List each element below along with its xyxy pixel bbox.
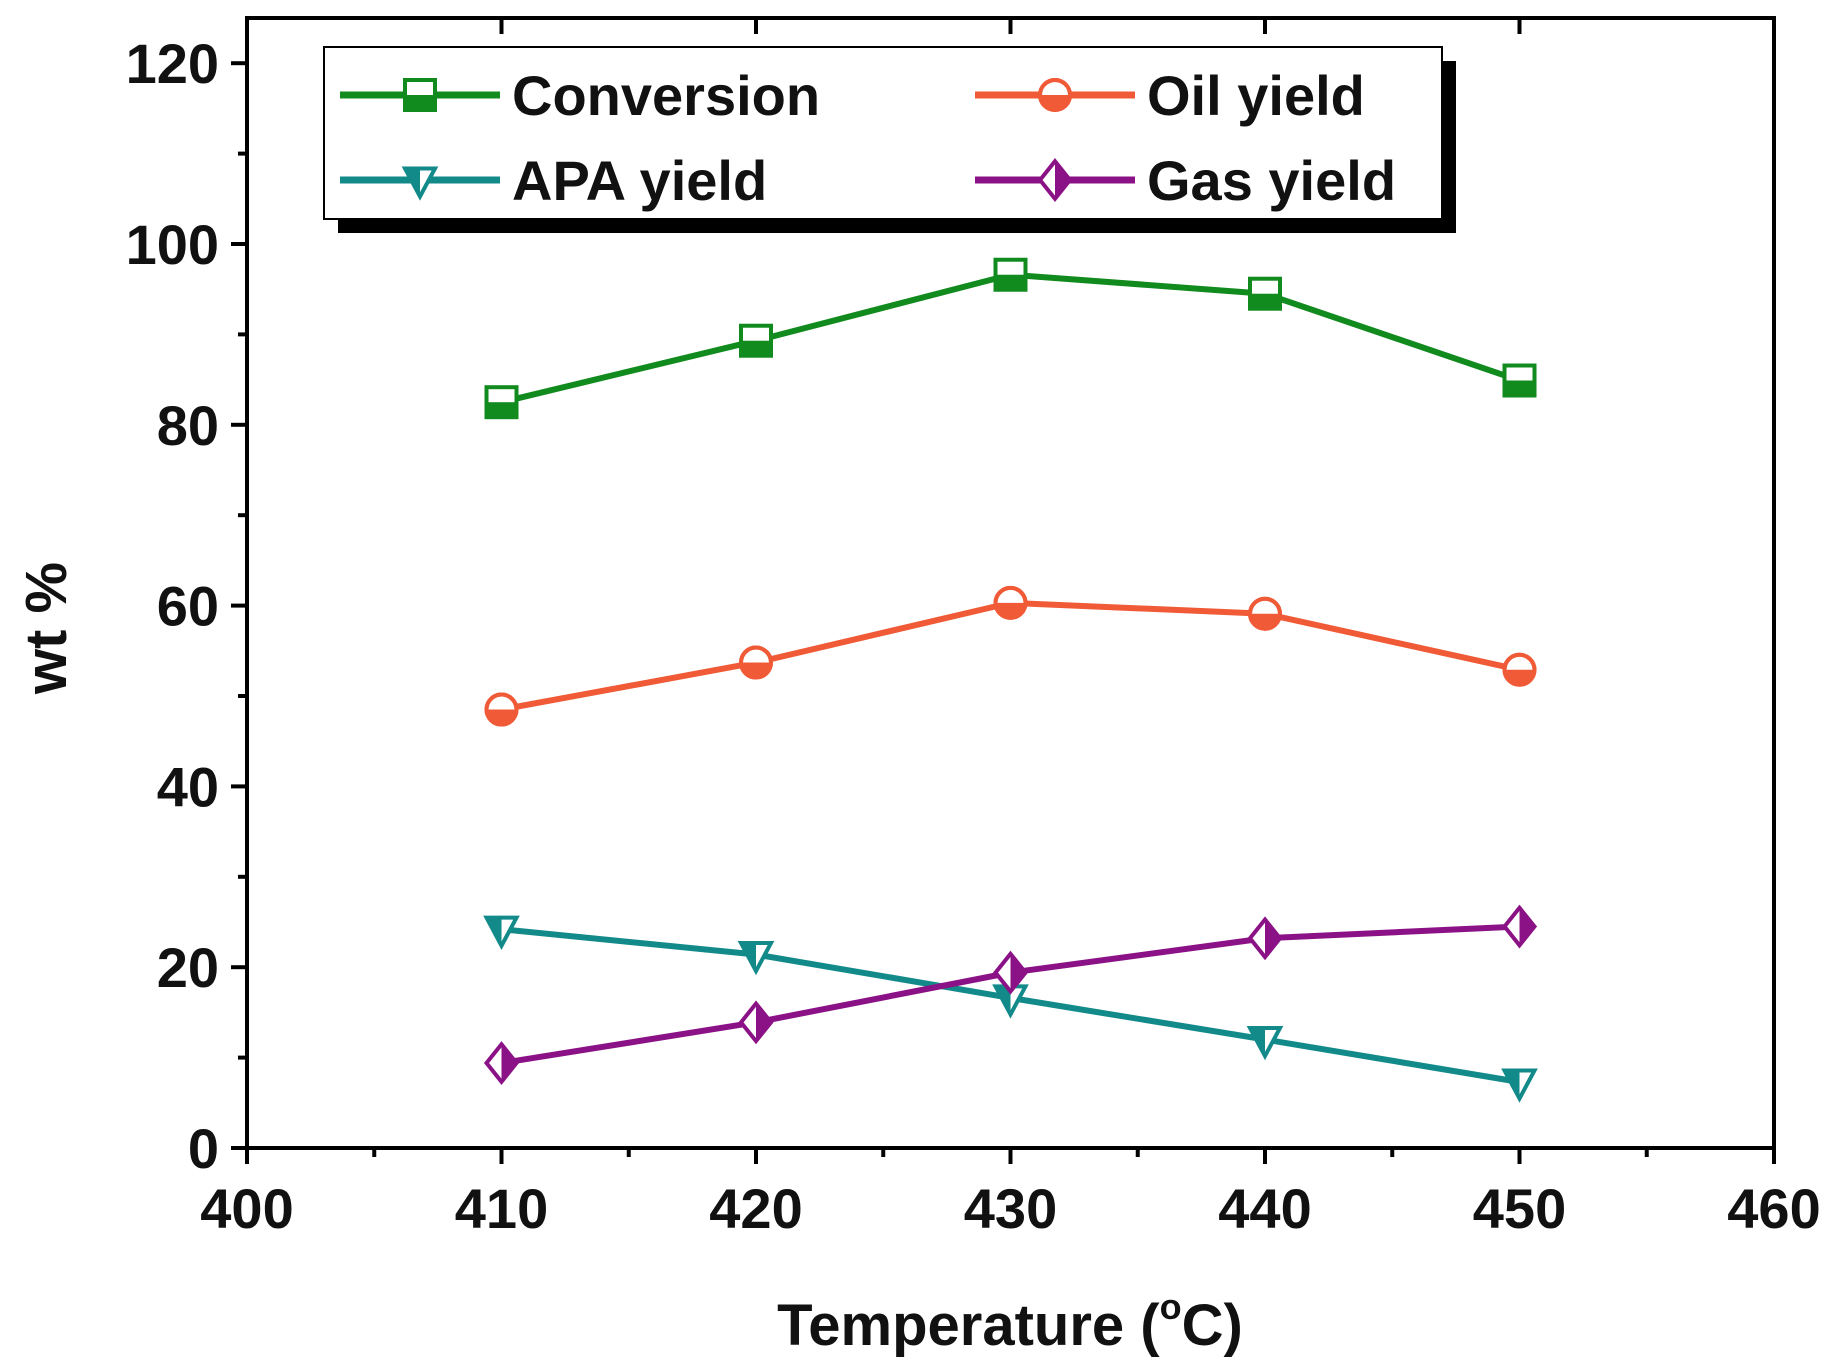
- x-tick-label: 420: [709, 1177, 802, 1240]
- x-tick-label: 400: [200, 1177, 293, 1240]
- data-point: [737, 940, 775, 976]
- y-tick-label: 100: [126, 213, 219, 276]
- data-point: [483, 1041, 520, 1085]
- data-point: [1248, 276, 1282, 311]
- data-point: [483, 915, 520, 950]
- y-tick-label: 20: [157, 936, 219, 999]
- data-point: [738, 1000, 774, 1045]
- x-tick-label: 460: [1727, 1177, 1820, 1240]
- data-point: [1502, 363, 1537, 398]
- x-axis-title-degree: o: [1160, 1286, 1182, 1327]
- data-point: [993, 585, 1028, 620]
- x-tick-label: 410: [455, 1177, 548, 1240]
- y-axis-title: wt %: [14, 562, 79, 695]
- x-axis-title: Temperature (oC): [777, 1286, 1243, 1358]
- data-point: [739, 645, 773, 680]
- data-point: [484, 385, 519, 420]
- data-point: [993, 257, 1028, 292]
- y-tick-label: 0: [188, 1117, 219, 1180]
- y-tick-label: 40: [157, 755, 219, 818]
- series-line: [500, 271, 1521, 406]
- legend: Conversion Oil yield APA yield Gas yield: [323, 46, 1456, 233]
- legend-label: Conversion: [512, 64, 820, 127]
- data-point: [484, 692, 519, 727]
- series-layer: [483, 257, 1538, 1103]
- series-apa-yield: [483, 915, 1538, 1103]
- data-point: [992, 950, 1029, 995]
- legend-label: Gas yield: [1147, 149, 1396, 212]
- legend-label: APA yield: [512, 149, 767, 212]
- x-tick-label: 430: [964, 1177, 1057, 1240]
- legend-item: Conversion: [340, 64, 820, 127]
- x-axis-title-main: Temperature (: [777, 1293, 1160, 1358]
- y-tick-label: 60: [157, 575, 219, 638]
- legend-label: Oil yield: [1147, 64, 1365, 127]
- data-point: [1501, 904, 1538, 949]
- legend-item: Gas yield: [975, 149, 1396, 212]
- series-oil-yield: [484, 585, 1537, 727]
- legend-box: [323, 46, 1443, 220]
- data-point: [1247, 916, 1283, 961]
- x-tick-label: 450: [1473, 1177, 1566, 1240]
- y-tick-label: 120: [126, 32, 219, 95]
- y-tick-label: 80: [157, 394, 219, 457]
- data-point: [401, 166, 439, 201]
- legend-item: Oil yield: [975, 64, 1365, 127]
- data-point: [739, 323, 773, 358]
- data-point: [1038, 78, 1072, 112]
- series-conversion: [484, 257, 1537, 420]
- legend-item: APA yield: [340, 149, 767, 212]
- data-point: [1246, 1025, 1284, 1061]
- data-point: [1037, 158, 1073, 202]
- data-point: [1502, 652, 1537, 687]
- x-axis-title-unit: C): [1182, 1293, 1243, 1358]
- y-axis: 0 20 40 60 80 100 120: [126, 32, 247, 1180]
- data-point: [1248, 596, 1282, 631]
- data-point: [403, 78, 437, 112]
- x-axis: 400 410 420 430 440 450 460: [200, 18, 1821, 1240]
- x-tick-label: 440: [1218, 1177, 1311, 1240]
- series-gas-yield: [483, 904, 1538, 1085]
- data-point: [1501, 1068, 1538, 1103]
